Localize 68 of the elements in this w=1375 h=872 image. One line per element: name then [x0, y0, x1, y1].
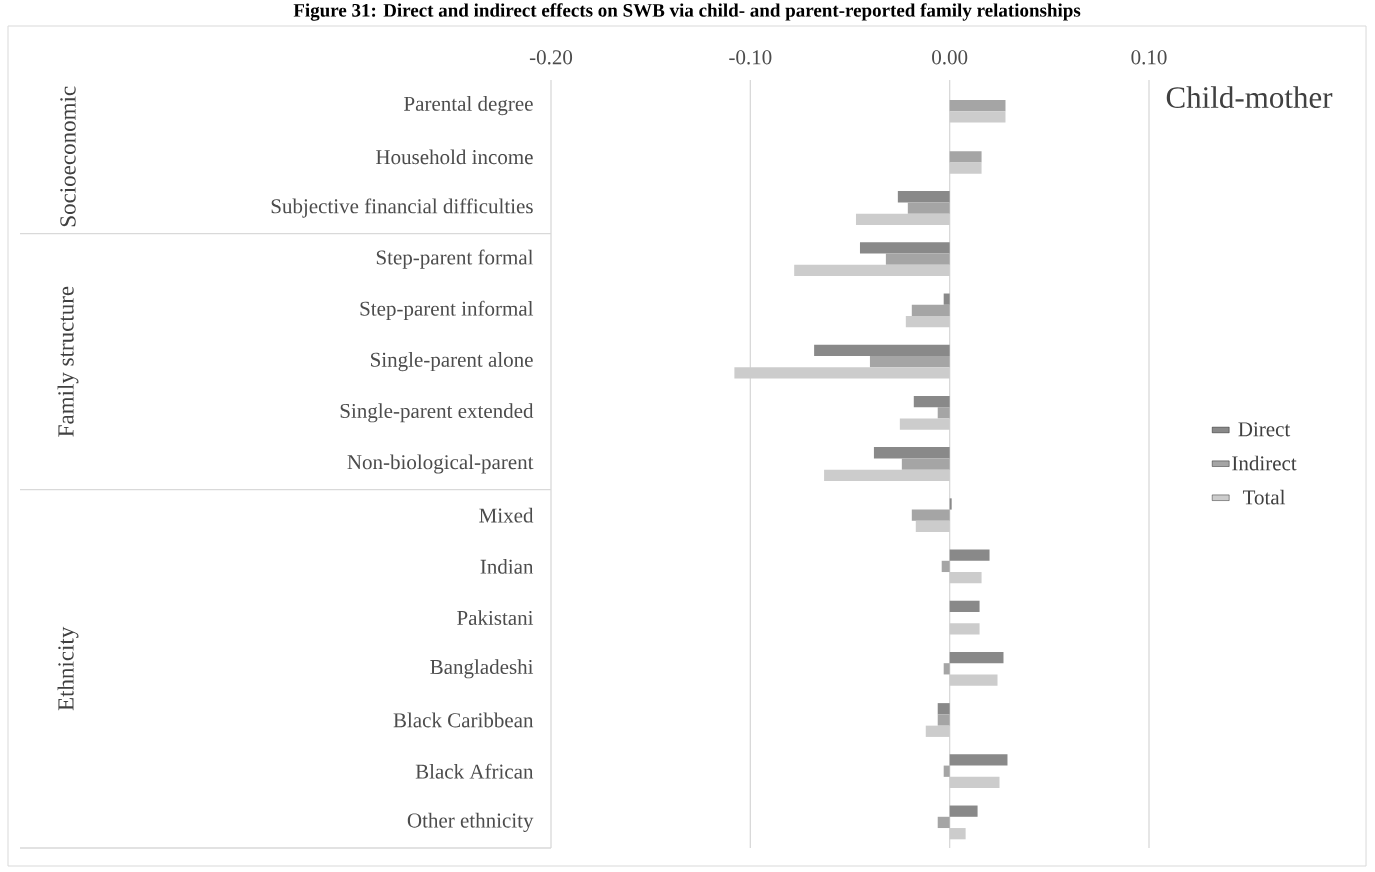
y-tick-label: Step-parent formal	[376, 249, 534, 269]
bar	[905, 316, 950, 328]
bar	[869, 355, 950, 368]
bar	[885, 253, 950, 265]
bar	[949, 99, 1006, 112]
bar	[949, 549, 990, 561]
bar	[937, 816, 950, 829]
bar	[949, 162, 982, 174]
y-tick-label: Mixed	[479, 507, 534, 523]
y-tick-label: Bangladeshi	[430, 659, 534, 679]
bar	[949, 623, 980, 635]
legend-label: Total	[1242, 489, 1286, 505]
text: Ethnicity	[57, 626, 79, 711]
bar	[943, 663, 950, 675]
x-tick-label: -0.10	[729, 50, 772, 65]
bar	[855, 213, 950, 225]
bar	[949, 805, 978, 817]
text: Socioeconomic	[60, 86, 76, 227]
y-tick-label: Black African	[415, 763, 534, 779]
bar	[897, 191, 950, 203]
bar	[901, 458, 950, 470]
bar	[949, 651, 1004, 664]
x-tick-label: -0.20	[529, 50, 573, 65]
bar	[949, 754, 1008, 766]
bar	[734, 367, 950, 379]
bar	[824, 469, 950, 481]
bar	[899, 418, 950, 430]
bar	[937, 407, 950, 419]
bar	[907, 202, 950, 214]
bar	[941, 560, 950, 573]
bar	[949, 151, 982, 163]
bar	[913, 395, 950, 408]
bar	[943, 293, 950, 305]
y-tick-label: Step-parent informal	[360, 300, 534, 321]
bar	[949, 111, 1006, 123]
y-tick-label: Single-parent alone	[371, 352, 533, 372]
x-tick-label: 0.00	[932, 50, 968, 65]
bar	[949, 572, 982, 584]
y-tick-label: Pakistani	[457, 610, 534, 625]
bar	[949, 674, 998, 686]
bar	[911, 304, 950, 317]
bar	[911, 509, 950, 521]
bar	[794, 264, 950, 277]
bar	[925, 725, 950, 737]
y-tick-label: Single-parent extended	[340, 403, 534, 423]
y-tick-label: Other ethnicity	[407, 812, 534, 832]
y-tick-label: Household income	[376, 149, 533, 165]
x-tick-label: 0.10	[1131, 50, 1167, 65]
y-tick-label: Parental degree	[404, 96, 533, 116]
y-tick-label: Non-biological-parent	[347, 454, 534, 474]
bar	[859, 242, 950, 254]
bar	[943, 765, 950, 777]
bar	[814, 344, 950, 356]
chart-title: Figure 31: Direct and indirect effects on SWB via child- and parent-reported family relationships	[293, 3, 1081, 21]
text: Child-mother	[1166, 86, 1333, 109]
bar	[937, 714, 950, 726]
bar	[949, 600, 980, 612]
legend-label: Direct	[1238, 422, 1291, 437]
bar	[949, 828, 966, 840]
text: Family structure	[57, 286, 79, 437]
y-tick-label: Black Caribbean	[393, 712, 534, 728]
bar	[949, 776, 1000, 789]
bar	[937, 703, 950, 715]
bar	[915, 520, 950, 533]
bar	[873, 447, 950, 459]
y-tick-label: Indian	[480, 559, 534, 574]
y-tick-label: Subjective financial difficulties	[271, 198, 533, 218]
legend-label: Indirect	[1232, 455, 1297, 471]
